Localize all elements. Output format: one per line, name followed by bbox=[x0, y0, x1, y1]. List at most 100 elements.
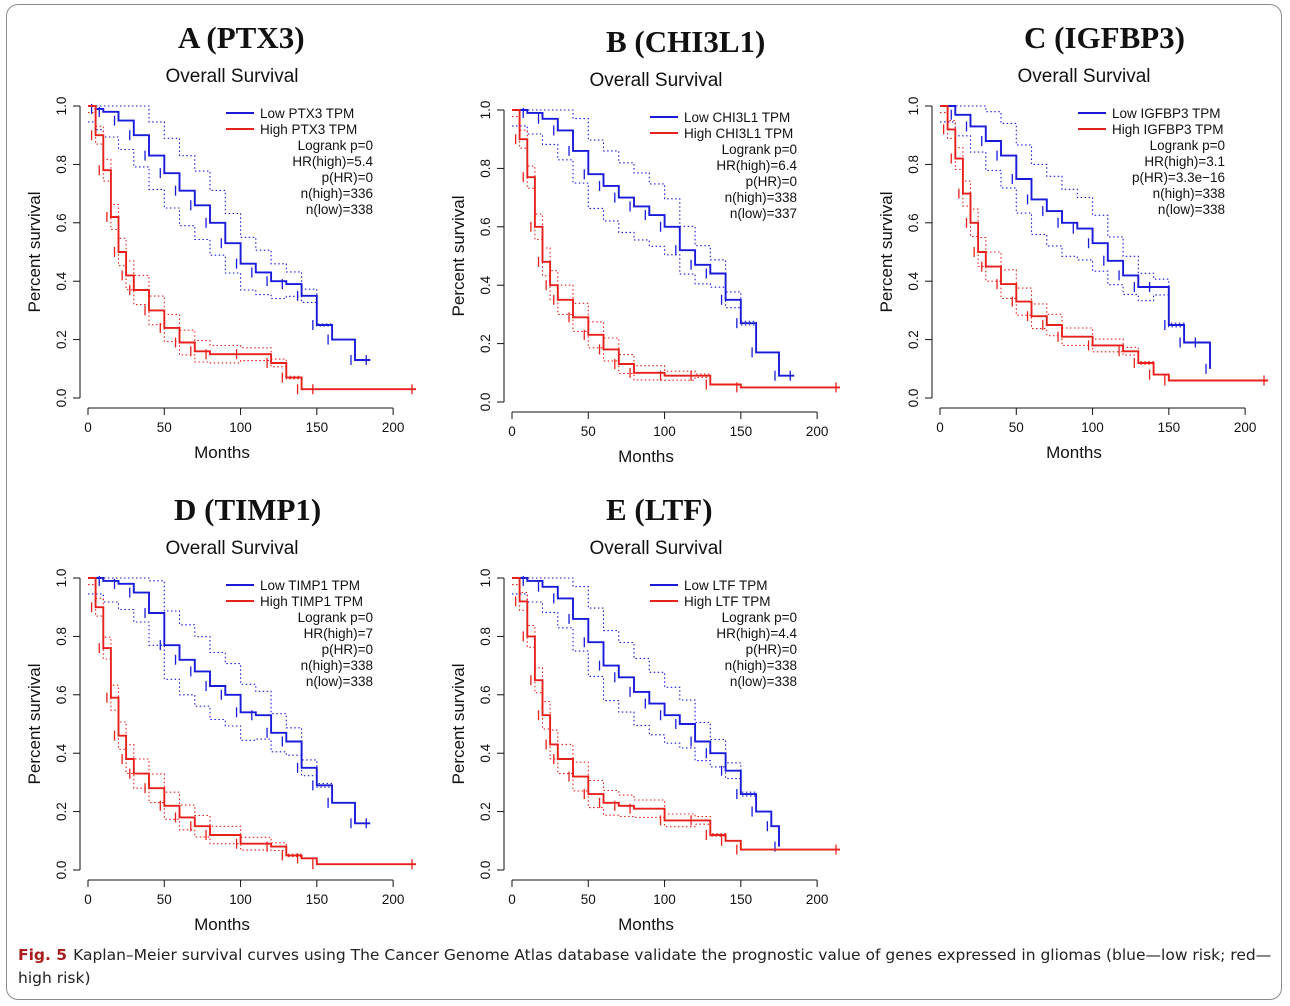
y-axis-label: Percent survival bbox=[25, 192, 44, 313]
y-tick-label: 0.8 bbox=[906, 155, 921, 174]
x-tick-label: 0 bbox=[84, 892, 92, 907]
y-tick-label: 1.0 bbox=[478, 101, 493, 120]
x-axis-label: Months bbox=[194, 915, 250, 934]
x-tick-label: 100 bbox=[1081, 420, 1104, 435]
x-tick-label: 100 bbox=[653, 424, 676, 439]
x-tick-label: 200 bbox=[806, 424, 829, 439]
x-tick-label: 200 bbox=[1234, 420, 1257, 435]
y-tick-label: 0.4 bbox=[54, 271, 69, 290]
y-axis-label: Percent survival bbox=[449, 664, 468, 785]
y-tick-label: 0.8 bbox=[54, 155, 69, 174]
survival-curve bbox=[940, 105, 1268, 382]
x-axis-label: Months bbox=[194, 443, 250, 462]
legend-entry: Low PTX3 TPM bbox=[260, 106, 354, 121]
panel-b: B (CHI3L1) Overall Survival 0.0 0.2 0.4 0.6 0… bbox=[424, 4, 856, 494]
stat-line: n(high)=338 bbox=[725, 190, 797, 205]
legend-entry: Low IGFBP3 TPM bbox=[1112, 106, 1221, 121]
y-tick-label: 0.8 bbox=[54, 627, 69, 646]
y-tick-label: 0.6 bbox=[54, 685, 69, 704]
y-tick-label: 1.0 bbox=[54, 569, 69, 588]
stat-line: n(low)=338 bbox=[306, 674, 373, 689]
x-tick-label: 0 bbox=[936, 420, 944, 435]
high-risk-series bbox=[512, 109, 840, 393]
stat-line: p(HR)=0 bbox=[322, 170, 373, 185]
confidence-lower bbox=[88, 121, 371, 361]
stat-line: n(low)=337 bbox=[730, 206, 797, 221]
survival-curve bbox=[88, 105, 371, 361]
x-tick-label: 0 bbox=[508, 424, 516, 439]
x-tick-label: 100 bbox=[229, 892, 252, 907]
stat-line: HR(high)=5.4 bbox=[292, 154, 373, 169]
y-tick-label: 0.0 bbox=[54, 389, 69, 408]
stat-line: Logrank p=0 bbox=[298, 138, 373, 153]
y-tick-label: 1.0 bbox=[906, 97, 921, 116]
axes: 0.0 0.2 0.4 0.6 0.8 1.0 0 50 100 150 200 Months Perc… bbox=[449, 569, 828, 934]
y-tick-label: 0.8 bbox=[478, 159, 493, 178]
x-axis-label: Months bbox=[618, 447, 674, 466]
y-tick-label: 0.6 bbox=[478, 217, 493, 236]
low-risk-series bbox=[512, 107, 795, 381]
survival-curve bbox=[512, 577, 840, 851]
y-tick-label: 0.0 bbox=[478, 861, 493, 880]
x-tick-label: 50 bbox=[581, 892, 596, 907]
y-tick-label: 0.2 bbox=[54, 330, 69, 349]
x-axis-label: Months bbox=[618, 915, 674, 934]
axes: 0.0 0.2 0.4 0.6 0.8 1.0 0 50 100 150 200 Months Perc… bbox=[25, 569, 404, 934]
stat-line: p(HR)=0 bbox=[322, 642, 373, 657]
low-risk-series bbox=[512, 575, 780, 852]
panel-title: B (CHI3L1) bbox=[606, 24, 766, 59]
stat-line: p(HR)=3.3e−16 bbox=[1132, 170, 1225, 185]
survival-plot-c: Overall Survival 0.0 0.2 0.4 0.6 0.8 1.0 0 50 100… bbox=[877, 66, 1268, 462]
y-tick-label: 0.4 bbox=[478, 275, 493, 294]
stat-line: n(low)=338 bbox=[730, 674, 797, 689]
stat-line: Logrank p=0 bbox=[1150, 138, 1225, 153]
y-tick-label: 1.0 bbox=[478, 569, 493, 588]
x-tick-label: 50 bbox=[1009, 420, 1024, 435]
x-tick-label: 150 bbox=[306, 420, 329, 435]
y-tick-label: 0.0 bbox=[54, 861, 69, 880]
y-axis-label: Percent survival bbox=[449, 196, 468, 317]
figure-label: Fig. 5 bbox=[18, 946, 68, 964]
x-tick-label: 200 bbox=[382, 892, 405, 907]
confidence-lower bbox=[940, 121, 1211, 369]
panel-title: A (PTX3) bbox=[178, 20, 305, 55]
panel-title: D (TIMP1) bbox=[174, 492, 322, 527]
x-tick-label: 150 bbox=[306, 892, 329, 907]
low-risk-series bbox=[88, 575, 371, 829]
legend-entry: High LTF TPM bbox=[684, 594, 771, 609]
y-axis-label: Percent survival bbox=[877, 192, 896, 313]
stat-line: n(low)=338 bbox=[306, 202, 373, 217]
survival-curve bbox=[88, 105, 416, 391]
y-tick-label: 0.4 bbox=[54, 743, 69, 762]
survival-curve bbox=[940, 105, 1211, 369]
x-tick-label: 50 bbox=[157, 892, 172, 907]
panel-a: A (PTX3) Overall Survival 0.0 0.2 0.4 0.6 0.8… bbox=[0, 0, 432, 490]
confidence-lower bbox=[88, 112, 416, 390]
y-tick-label: 0.4 bbox=[478, 743, 493, 762]
survival-curve bbox=[88, 577, 416, 866]
low-risk-series bbox=[88, 103, 371, 366]
stat-line: HR(high)=4.4 bbox=[716, 626, 797, 641]
stat-line: n(high)=338 bbox=[725, 658, 797, 673]
axes: 0.0 0.2 0.4 0.6 0.8 1.0 0 50 100 150 200 Months Perc… bbox=[449, 101, 828, 466]
legend-entry: High TIMP1 TPM bbox=[260, 594, 363, 609]
survival-curve bbox=[512, 109, 840, 389]
panel-e: E (LTF) Overall Survival 0.0 0.2 0.4 0.6 0.8 1… bbox=[424, 472, 856, 962]
axes: 0.0 0.2 0.4 0.6 0.8 1.0 0 50 100 150 200 Months Perc… bbox=[25, 97, 404, 462]
high-risk-series bbox=[940, 105, 1268, 386]
stat-line: Logrank p=0 bbox=[722, 142, 797, 157]
confidence-lower bbox=[512, 116, 840, 388]
stat-line: HR(high)=6.4 bbox=[716, 158, 797, 173]
y-tick-label: 0.4 bbox=[906, 271, 921, 290]
x-tick-label: 50 bbox=[157, 420, 172, 435]
x-tick-label: 200 bbox=[806, 892, 829, 907]
x-tick-label: 100 bbox=[229, 420, 252, 435]
high-risk-series bbox=[88, 577, 416, 870]
plot-title: Overall Survival bbox=[589, 538, 722, 559]
legend-entry: Low CHI3L1 TPM bbox=[684, 110, 790, 125]
y-tick-label: 0.2 bbox=[54, 802, 69, 821]
